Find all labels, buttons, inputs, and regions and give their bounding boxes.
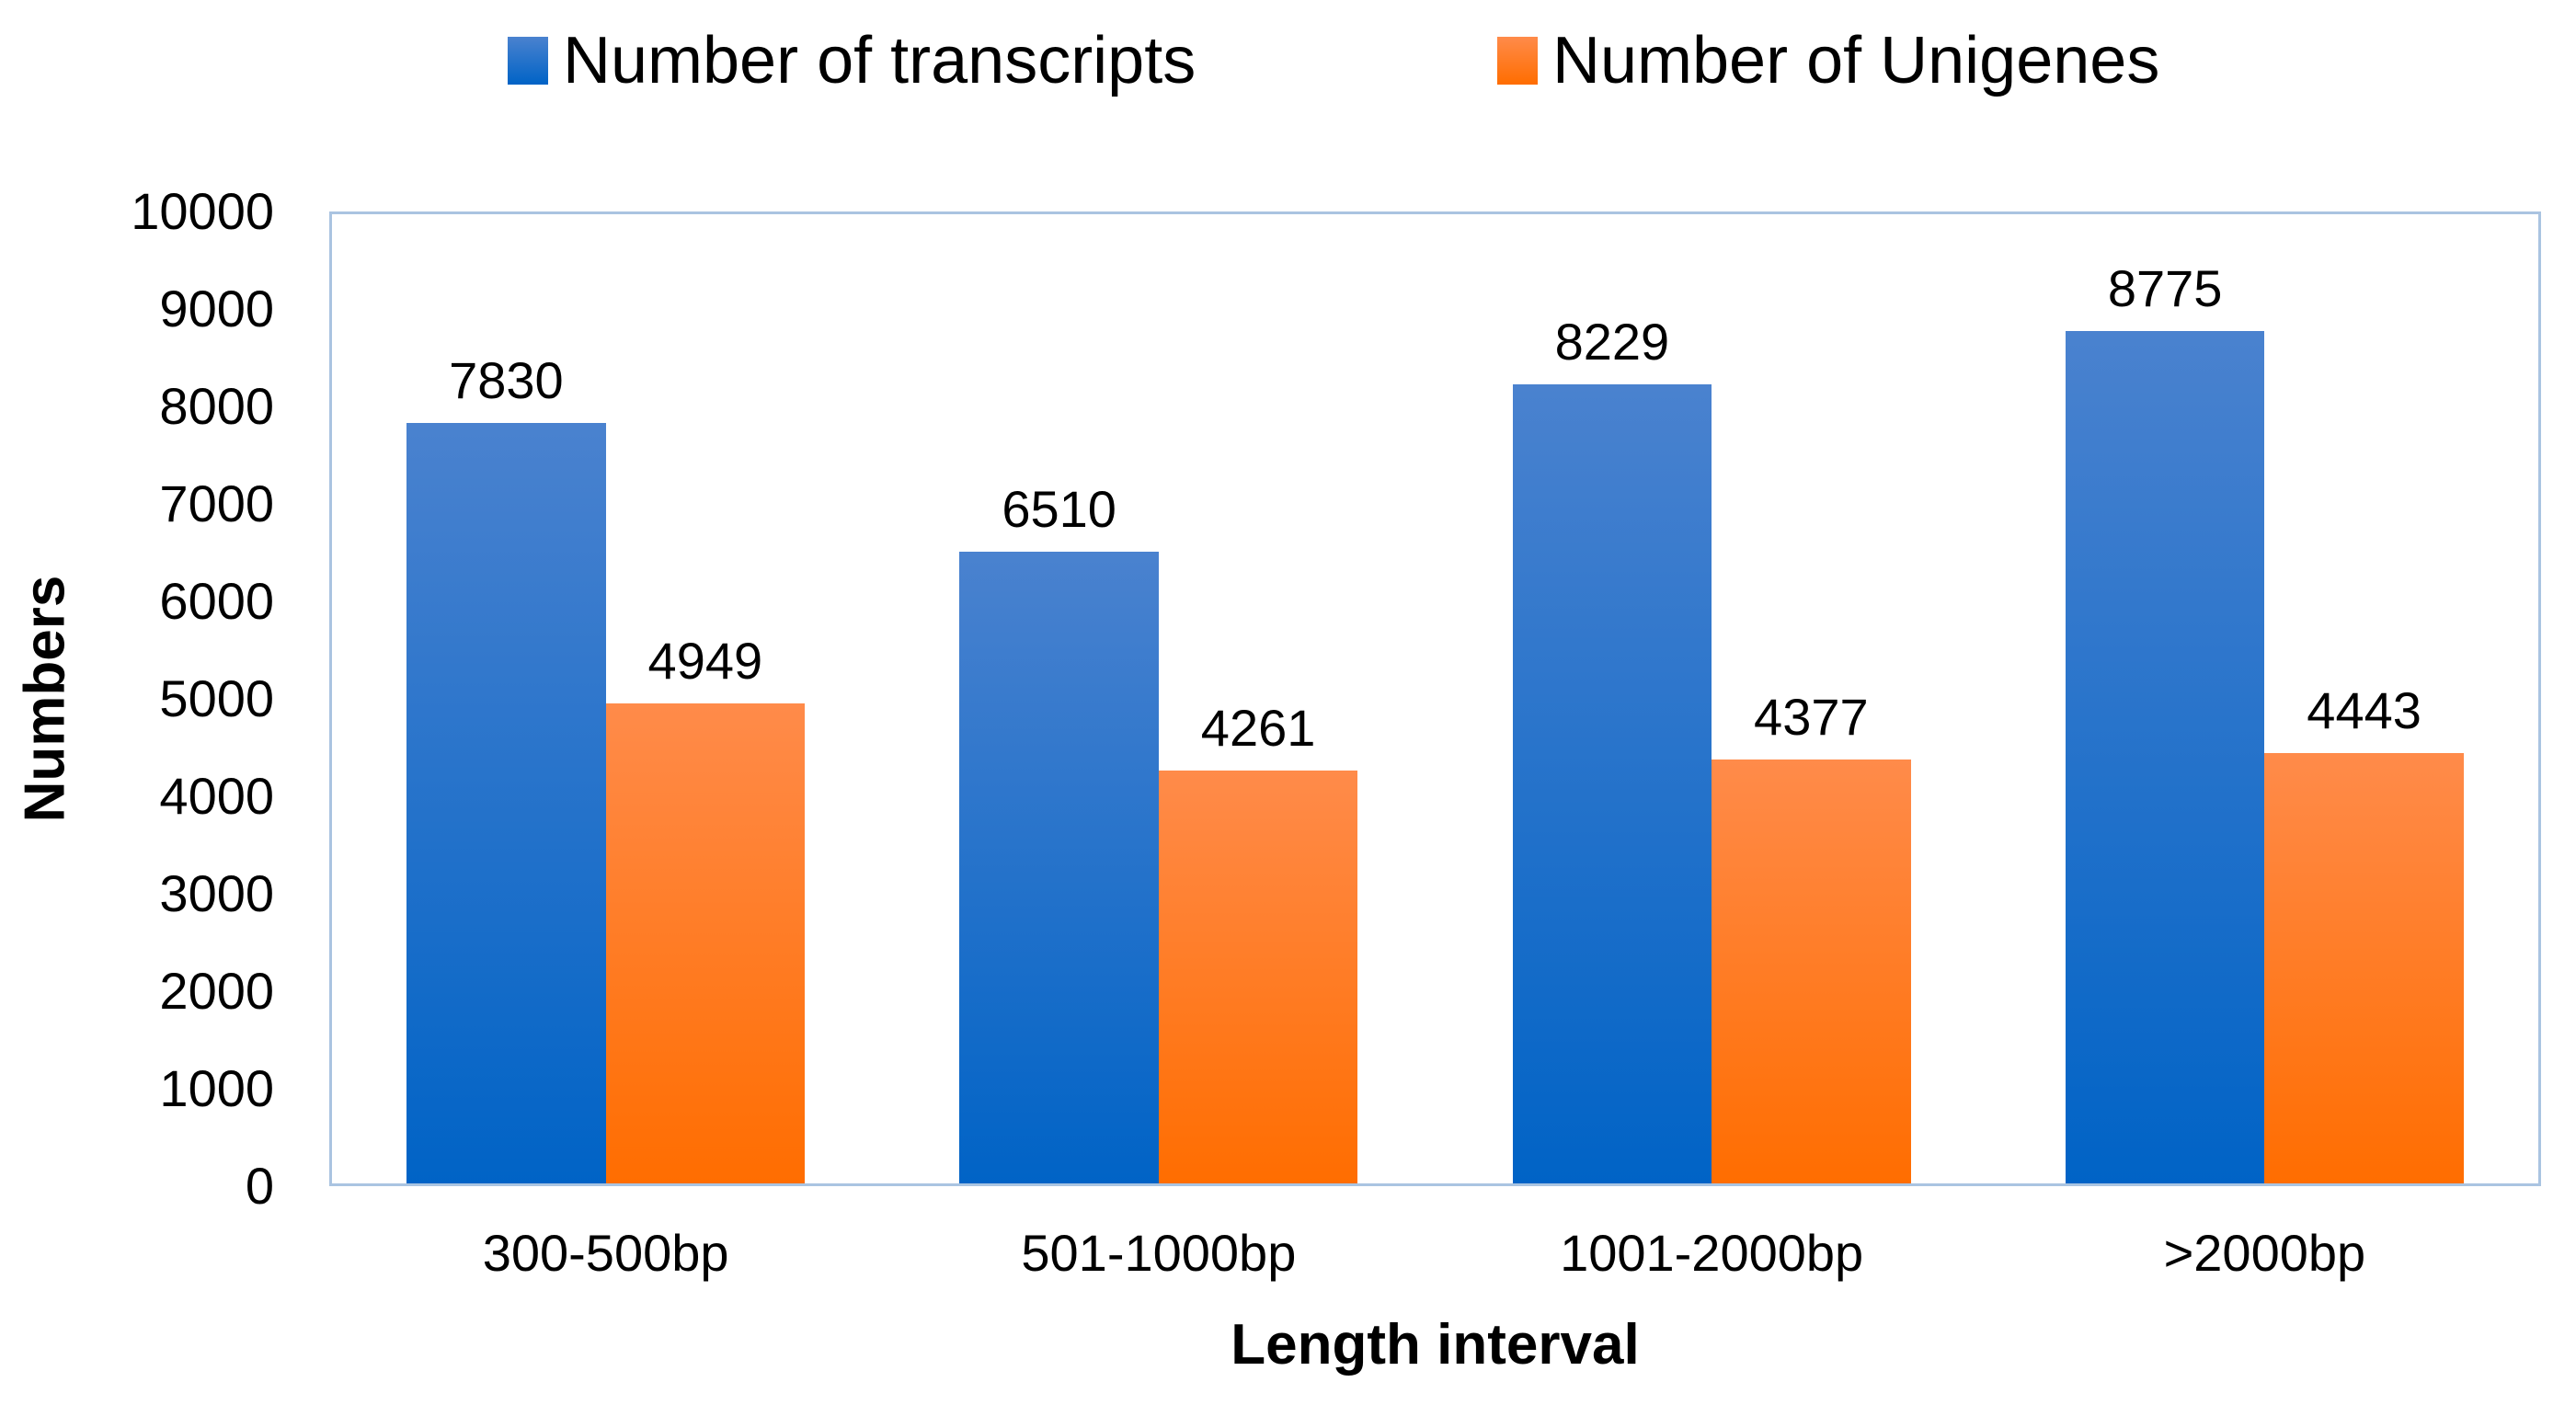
bar-Number of transcripts-300-500bp — [406, 423, 606, 1186]
bar-group-501-1000bp: 6510 4261 — [882, 211, 1435, 1186]
bar-col: 7830 — [406, 211, 606, 1186]
y-axis-tick-labels: 0 1000 2000 3000 4000 5000 6000 7000 8000 9000 100… — [0, 186, 313, 1212]
data-label: 6510 — [1002, 479, 1116, 538]
bar-col: 4261 — [1158, 211, 1358, 1186]
bar-Number of Unigenes-501-1000bp — [1158, 771, 1358, 1186]
y-tick-label-9000: 9000 — [159, 280, 274, 337]
bar-Number of Unigenes-1001-2000bp — [1712, 760, 1911, 1186]
data-label: 7830 — [449, 351, 564, 410]
y-tick-label-0: 0 — [245, 1157, 274, 1215]
legend-swatch-transcripts-icon — [508, 37, 548, 85]
bar-col: 4443 — [2264, 211, 2464, 1186]
data-label: 8229 — [1554, 312, 1670, 371]
y-tick-label-2000: 2000 — [159, 962, 274, 1020]
data-label: 4443 — [2307, 681, 2421, 740]
y-tick-label-8000: 8000 — [159, 377, 274, 435]
data-label: 8775 — [2107, 258, 2223, 317]
data-label: 4261 — [1200, 699, 1316, 758]
plot-area: 7830 4949 6510 4261 8229 4377 8775 4443 — [329, 211, 2541, 1186]
y-tick-label-6000: 6000 — [159, 572, 274, 630]
x-axis-tick-labels: 300-500bp 501-1000bp 1001-2000bp >2000bp — [329, 1225, 2541, 1282]
legend-item-unigenes: Number of Unigenes — [1497, 22, 2159, 99]
bar-Number of transcripts-1001-2000bp — [1512, 383, 1712, 1186]
x-tick-label-501-1000bp: 501-1000bp — [1021, 1224, 1297, 1282]
y-tick-label-10000: 10000 — [131, 182, 274, 240]
bar-group-1001-2000bp: 8229 4377 — [1436, 211, 1988, 1186]
bar-col: 4949 — [605, 211, 806, 1186]
y-tick-label-5000: 5000 — [159, 669, 274, 727]
x-tick-label-1001-2000bp: 1001-2000bp — [1560, 1224, 1864, 1282]
bar-Number of transcripts-501-1000bp — [959, 551, 1159, 1186]
bar-group->2000bp: 8775 4443 — [1988, 211, 2541, 1186]
legend-label-transcripts: Number of transcripts — [563, 24, 1196, 97]
bar-col: 8229 — [1512, 211, 1712, 1186]
y-tick-label-7000: 7000 — [159, 474, 274, 532]
bar-Number of transcripts->2000bp — [2065, 330, 2265, 1186]
y-tick-label-4000: 4000 — [159, 767, 274, 825]
data-label: 4377 — [1754, 688, 1869, 747]
y-tick-label-1000: 1000 — [159, 1059, 274, 1117]
legend-swatch-unigenes-icon — [1497, 37, 1538, 85]
bar-Number of Unigenes-300-500bp — [605, 703, 806, 1186]
legend-label-unigenes: Number of Unigenes — [1552, 24, 2160, 97]
bar-Number of Unigenes->2000bp — [2264, 753, 2464, 1186]
x-tick-label->2000bp: >2000bp — [2163, 1224, 2366, 1282]
y-tick-label-3000: 3000 — [159, 864, 274, 922]
legend-item-transcripts: Number of transcripts — [508, 22, 1196, 99]
x-tick-label-300-500bp: 300-500bp — [482, 1224, 729, 1282]
bars-container: 7830 4949 6510 4261 8229 4377 8775 4443 — [329, 211, 2541, 1186]
data-label: 4949 — [647, 632, 763, 691]
bar-col: 4377 — [1712, 211, 1911, 1186]
x-axis-title: Length interval — [1231, 1313, 1640, 1376]
bar-col: 8775 — [2065, 211, 2265, 1186]
bar-group-300-500bp: 7830 4949 — [329, 211, 882, 1186]
bar-col: 6510 — [959, 211, 1159, 1186]
